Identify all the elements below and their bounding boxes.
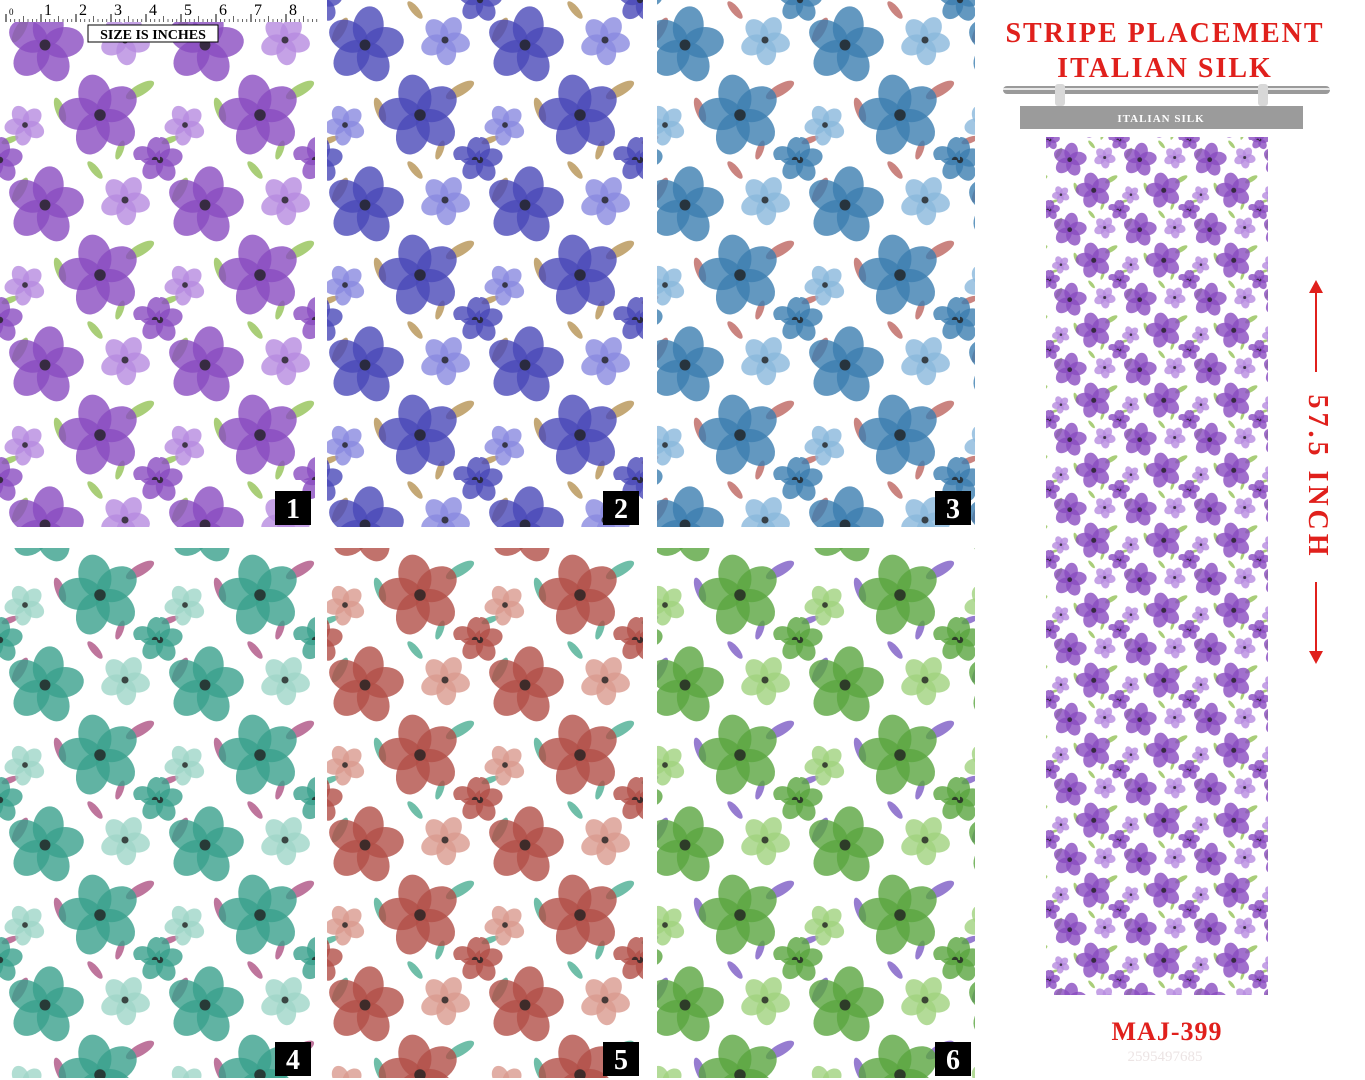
ruler-number: 5 (184, 2, 192, 19)
length-label: 57.5 INCH (1302, 394, 1333, 559)
print-panel (327, 0, 643, 527)
panel-badge (275, 1042, 311, 1076)
ruler-number: 4 (149, 2, 157, 19)
scarf (1046, 137, 1268, 995)
print-panel (657, 0, 975, 527)
banner-text: ITALIAN SILK (1117, 113, 1204, 125)
header-line: STRIPE PLACEMENT (1005, 18, 1324, 49)
panel-badge (935, 1042, 971, 1076)
ruler-number: 0 (9, 7, 14, 17)
panel-number: 1 (286, 494, 300, 525)
panel-number: 3 (946, 494, 960, 525)
ruler-caption: SIZE IS INCHES (100, 28, 206, 43)
length-label-bg (1300, 372, 1332, 582)
ruler (0, 0, 315, 22)
arrow-head (1309, 651, 1323, 664)
clip (1258, 84, 1268, 106)
arrow-head (1309, 280, 1323, 293)
clip (1055, 84, 1065, 106)
panel-badge (275, 491, 311, 525)
print-panel (657, 548, 975, 1078)
rod-shine (1003, 88, 1330, 90)
product-id: 2595497685 (1128, 1049, 1203, 1065)
print-panel (0, 0, 315, 527)
ruler-number: 6 (219, 2, 227, 19)
panel-number: 2 (614, 494, 628, 525)
header-line: ITALIAN SILK (1057, 53, 1273, 84)
ruler-number: 1 (44, 2, 52, 19)
panel-badge (935, 491, 971, 525)
print-panel (327, 548, 643, 1078)
panel-badge (603, 1042, 639, 1076)
panel-number: 4 (286, 1045, 300, 1076)
print-panel (0, 548, 315, 1078)
panel-badge (603, 491, 639, 525)
ruler-number: 3 (114, 2, 122, 19)
product-code: MAJ-399 (1112, 1017, 1223, 1046)
panel-number: 5 (614, 1045, 628, 1076)
ruler-number: 7 (254, 2, 262, 19)
banner (1020, 106, 1303, 129)
ruler-number: 8 (289, 2, 297, 19)
panel-number: 6 (946, 1045, 960, 1076)
ruler-number: 2 (79, 2, 87, 19)
ruler-caption-box (87, 24, 219, 43)
